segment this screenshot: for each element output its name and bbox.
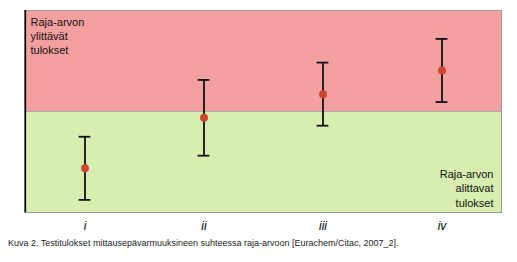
html-text:Kuva 2. Testitulokset mittause: Kuva 2. Testitulokset mittausepävarmuuks… [8,238,399,248]
svg-text:Raja-arvonalittavattulokset: Raja-arvonalittavattulokset [440,168,494,209]
svg-text:Raja-arvonylittävättulokset: Raja-arvonylittävättulokset [31,16,85,57]
svg-text:ii: ii [201,219,207,233]
svg-text:i: i [84,219,87,233]
svg-text:iv: iv [438,219,448,233]
svg-text:iii: iii [319,219,327,233]
